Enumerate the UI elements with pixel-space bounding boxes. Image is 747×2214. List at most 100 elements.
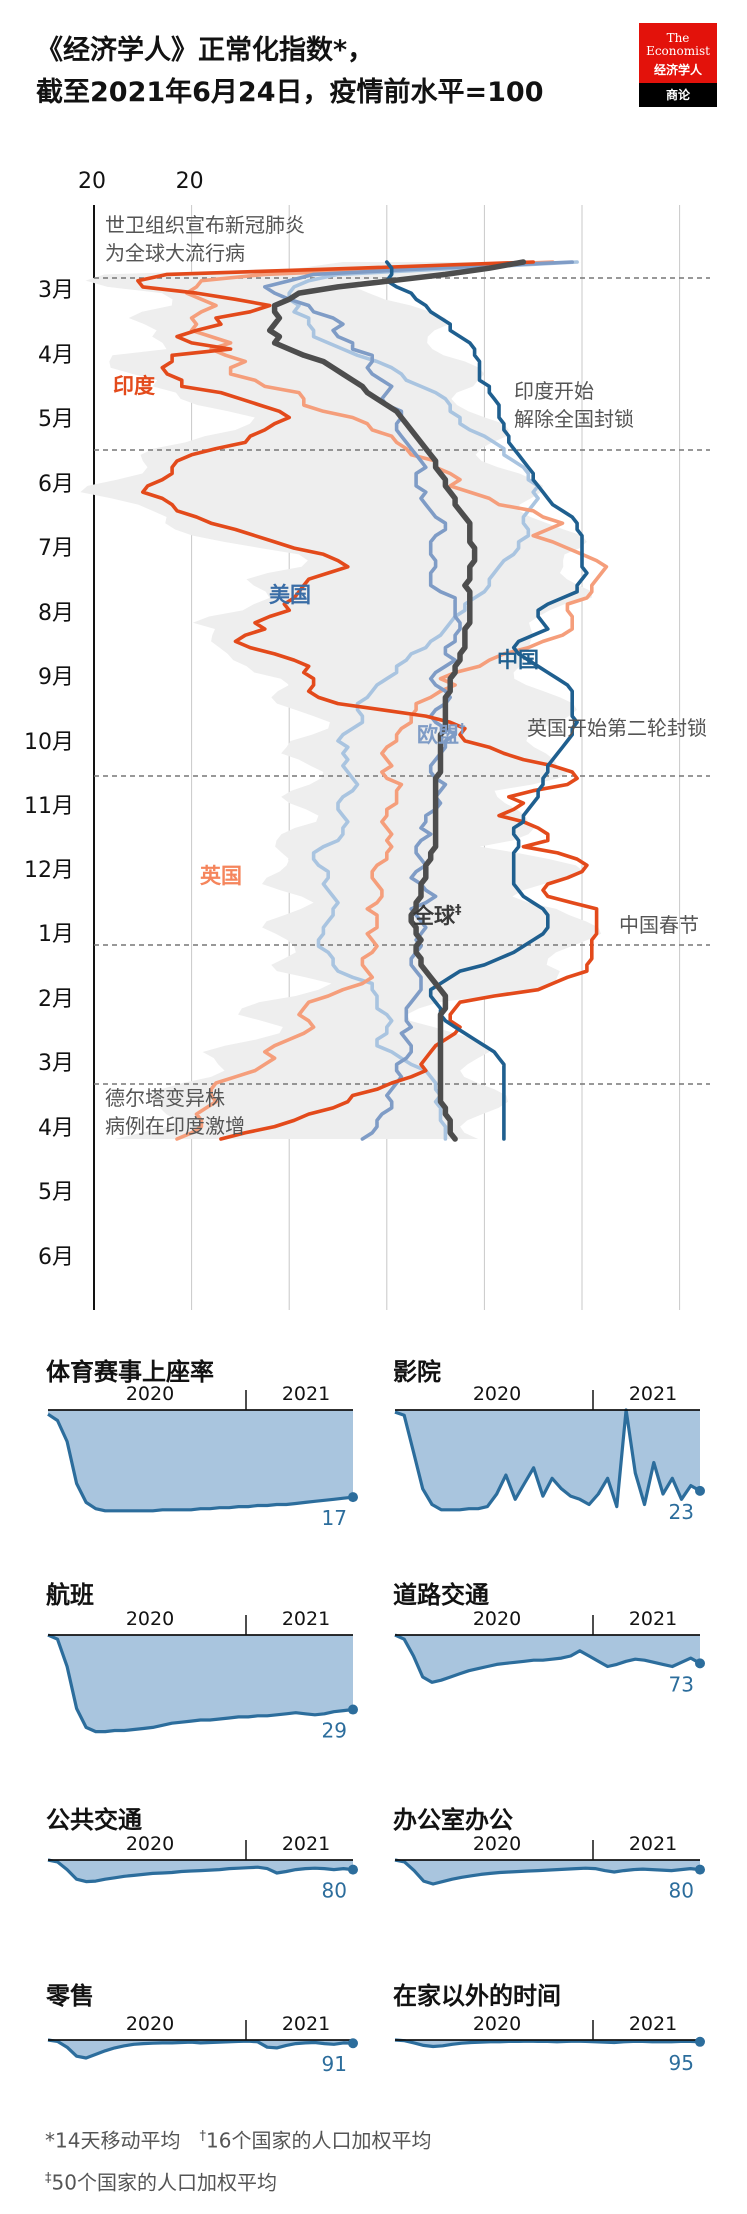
y-tick-label: 6月 [38, 472, 74, 497]
annotation-delta-1: 德尔塔变异株 [105, 1086, 225, 1110]
small-area-fill [395, 1860, 700, 1884]
y-tick-label: 3月 [38, 278, 74, 303]
small-x-tick-label: 2020 [473, 1833, 521, 1855]
small-end-value: 91 [322, 2052, 347, 2076]
small-end-value: 29 [322, 1719, 347, 1743]
main-chart: 20 20 3月4月5月6月7月8月9月10月11月12月1月2月3月4月5月6月… [24, 169, 710, 1310]
small-chart-title: 航班 [46, 1581, 94, 1609]
small-area-line [47, 1858, 354, 1884]
economist-logo: The Economist 经济学人 商论 [639, 23, 717, 107]
y-tick-label: 4月 [38, 343, 74, 368]
annotation-who-2: 为全球大流行病 [105, 241, 245, 265]
small-chart-title: 影院 [393, 1358, 441, 1386]
small-x-tick-label: 2020 [473, 1608, 521, 1630]
footnote-line1: *14天移动平均 †16个国家的人口加权平均 [45, 2128, 432, 2153]
y-tick-label: 12月 [24, 858, 74, 883]
annotation-uk-lockdown: 英国开始第二轮封锁 [527, 716, 707, 740]
footnote-line2: ‡50个国家的人口加权平均 [45, 2170, 277, 2195]
annotation-india-unlock-1: 印度开始 [514, 379, 594, 403]
small-end-value: 17 [322, 1506, 347, 1530]
small-area-fill [48, 1860, 353, 1882]
small-end-value: 23 [669, 1500, 694, 1524]
series-line-india [136, 260, 599, 1141]
chart-title-line2: 截至2021年6月24日，疫情前水平=100 [36, 77, 544, 108]
annotation-who-1: 世卫组织宣布新冠肺炎 [105, 213, 305, 237]
small-x-tick-label: 2021 [629, 1833, 677, 1855]
small-chart-title: 办公室办公 [393, 1806, 513, 1834]
small-end-value: 80 [322, 1879, 347, 1903]
small-x-tick-label: 2021 [282, 2013, 330, 2035]
series-line-china [384, 260, 589, 1141]
series-lines [136, 259, 609, 1142]
small-end-dot [695, 1864, 705, 1875]
x-tick-label: 20 [78, 169, 106, 194]
small-area-line [394, 1408, 701, 1512]
y-tick-label: 7月 [38, 536, 74, 561]
footnotes: *14天移动平均 †16个国家的人口加权平均 ‡50个国家的人口加权平均 [45, 2118, 431, 2201]
small-end-dot [348, 2038, 358, 2049]
x-tick-label: 20 [176, 169, 204, 194]
small-x-tick-label: 2020 [126, 1833, 174, 1855]
series-line-global [266, 259, 527, 1142]
y-tick-label: 5月 [38, 407, 74, 432]
small-end-dot [695, 1485, 705, 1496]
y-tick-label: 10月 [24, 730, 74, 755]
small-x-tick-label: 2021 [282, 1383, 330, 1405]
small-x-tick-label: 2020 [473, 2013, 521, 2035]
small-area-fill [48, 1635, 353, 1732]
small-x-tick-label: 2020 [473, 1383, 521, 1405]
small-area-fill [48, 2040, 353, 2058]
logo-bar: 商论 [639, 83, 717, 107]
small-end-dot [695, 1658, 705, 1669]
annotation-delta-2: 病例在印度激增 [105, 1114, 245, 1138]
small-x-tick-label: 2021 [629, 1383, 677, 1405]
series-label-india: 印度 [113, 374, 155, 398]
y-tick-label: 3月 [38, 1051, 74, 1076]
y-tick-label: 2月 [38, 987, 74, 1012]
y-tick-label: 1月 [38, 922, 74, 947]
logo-line2: 经济学人 [653, 63, 702, 77]
series-labels: 印度 美国 中国 欧盟† 英国 全球‡ [113, 374, 539, 928]
header: 《经济学人》正常化指数*， 截至2021年6月24日，疫情前水平=100 [36, 30, 616, 114]
country-range-band [80, 262, 602, 1140]
chart-title-line1: 《经济学人》正常化指数*， [36, 35, 375, 66]
small-area-fill [395, 2040, 700, 2047]
small-chart-title: 体育赛事上座率 [46, 1358, 214, 1386]
annotation-india-unlock-2: 解除全国封锁 [514, 407, 634, 431]
small-x-tick-label: 2021 [282, 1608, 330, 1630]
y-tick-label: 5月 [38, 1180, 74, 1205]
small-chart-title: 公共交通 [46, 1806, 142, 1834]
small-end-dot [695, 2036, 705, 2047]
y-tick-label: 4月 [38, 1116, 74, 1141]
series-label-global: 全球‡ [412, 903, 462, 928]
small-end-dot [348, 1704, 358, 1715]
small-end-dot [348, 1492, 358, 1503]
small-area-line [394, 2038, 701, 2049]
series-label-eu: 欧盟† [417, 722, 466, 747]
small-x-tick-label: 2021 [282, 1833, 330, 1855]
small-chart-title: 零售 [46, 1982, 94, 2010]
small-area-fill [395, 1635, 700, 1683]
y-tick-label: 11月 [24, 794, 74, 819]
y-axis-ticks: 3月 4月 5月 6月 7月 8月 9月 10月 11月 12月 1月 2月 3月 4月 5月 6月 [24, 278, 74, 1270]
x-axis-ticks: 20 20 [78, 169, 204, 194]
small-end-value: 95 [669, 2051, 694, 2075]
series-line-eu [287, 260, 579, 1141]
small-area-line [47, 1633, 354, 1734]
y-tick-label: 8月 [38, 601, 74, 626]
y-tick-label: 9月 [38, 665, 74, 690]
small-end-dot [348, 1864, 358, 1875]
small-x-tick-label: 2020 [126, 1608, 174, 1630]
series-label-us: 美国 [269, 583, 311, 607]
small-chart-title: 道路交通 [393, 1581, 489, 1609]
series-line-uk [175, 260, 609, 1141]
small-area-line [47, 1412, 354, 1513]
series-label-uk: 英国 [200, 864, 242, 888]
y-tick-label: 6月 [38, 1245, 74, 1270]
small-x-tick-label: 2020 [126, 2013, 174, 2035]
small-area-line [47, 2038, 354, 2060]
small-area-line [394, 1858, 701, 1886]
small-area-fill [395, 1410, 700, 1510]
small-area-line [394, 1633, 701, 1684]
small-area-fill [48, 1410, 353, 1511]
